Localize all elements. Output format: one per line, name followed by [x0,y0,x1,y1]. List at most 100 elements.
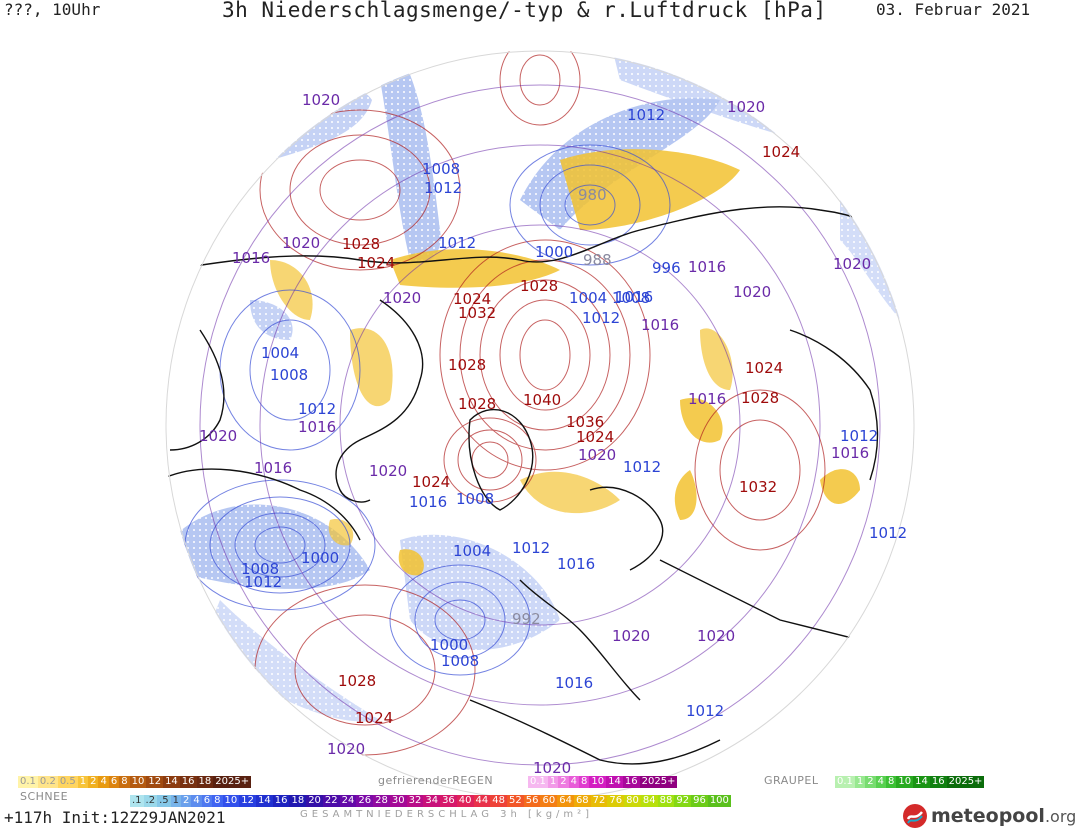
snow-legend-cell: 68 [573,795,591,807]
pressure-label: 1012 [582,309,620,327]
freezing-legend-cell: 0.1 [528,776,548,788]
snow-legend-cell: 30 [389,795,407,807]
meteopool-logo-icon [903,804,927,828]
rain-legend-cell: 2025+ [213,776,252,788]
freezing-legend-cell: 16 [622,776,640,788]
pressure-label: 1016 [555,674,593,692]
snow-legend-cell: 4 [191,795,202,807]
snow-legend-cell: 16 [272,795,290,807]
pressure-label: 1016 [298,418,336,436]
rain-legend-cell: 10 [129,776,147,788]
pressure-label: 1040 [523,391,561,409]
pressure-label: 1024 [412,473,450,491]
graupel-label: GRAUPEL [764,774,819,787]
pressure-label: 1012 [512,539,550,557]
rain-legend-cell: 14 [163,776,180,788]
pressure-label: 1020 [697,627,735,645]
rain-legend-cell: 1 [77,776,89,788]
snow-legend-cell: 56 [523,795,541,807]
snow-legend-cell: 8 [212,795,223,807]
logo-main-text: meteopool [931,805,1045,827]
snow-legend: .1.2.5 1 2 4 6 8 10 12 14 16 18 20 22 24 26 28 30 32 34 36 4… [130,795,731,807]
pressure-label: 1020 [369,462,407,480]
snow-legend-cell: 28 [373,795,390,807]
pressure-label: 1028 [338,672,376,690]
pressure-label: 996 [652,259,681,277]
snow-legend-cell: 88 [657,795,675,807]
pressure-label: 992 [512,610,541,628]
pressure-label: 1024 [762,143,800,161]
total-precip-label: GESAMTNIEDERSCHLAG 3h [kg/m²] [300,809,594,820]
pressure-label: 1020 [612,627,650,645]
pressure-label: 1008 [456,490,494,508]
freezing-legend-cell: 2025+ [639,776,678,788]
snow-legend-cell: 36 [440,795,457,807]
snow-legend-cell: 12 [239,795,256,807]
pressure-label: 1032 [458,304,496,322]
graupel-legend-cell: 2 [865,776,876,788]
pressure-label: 1012 [627,106,665,124]
freezing-rain-legend: 0.1 1 2 4 8 10 14 16 2025+ [528,776,678,788]
freezing-legend-cell: 10 [589,776,607,788]
pressure-label: 1020 [327,740,365,758]
snow-label: SCHNEE [20,790,69,803]
isobars [184,50,881,766]
snow-legend-cell: 26 [356,795,374,807]
pressure-label: 1024 [453,290,491,308]
pressure-label: 1012 [686,702,724,720]
graupel-legend-cell: 4 [875,776,887,788]
graupel-legend-cell: 16 [929,776,947,788]
pressure-label: 1016 [232,249,270,267]
pressure-label: 1028 [520,277,558,295]
freezing-legend-cell: 14 [606,776,623,788]
snow-bands [170,50,910,722]
graupel-legend-cell: 2025+ [946,776,985,788]
graupel-legend-cell: 10 [896,776,914,788]
rain-legend-cell: 16 [179,776,197,788]
pressure-label: 1012 [298,400,336,418]
pressure-label: 1012 [438,234,476,252]
pressure-label: 1016 [409,493,447,511]
freezing-legend-cell: 1 [547,776,559,788]
freezing-legend-cell: 2 [558,776,569,788]
snow-legend-cell: 32 [406,795,424,807]
rain-legend-cell: 8 [119,776,130,788]
pressure-label: 980 [578,186,607,204]
snow-legend-cell: 76 [607,795,625,807]
pressure-label: 1004 [569,289,607,307]
graupel-legend-cell: 14 [913,776,930,788]
snow-legend-cell: 60 [540,795,558,807]
snow-legend-cell: 84 [640,795,658,807]
pressure-label: 1004 [453,542,491,560]
pressure-label: 1012 [869,524,907,542]
rain-legend-cell: 0.2 [37,776,58,788]
rain-legend-cell: 18 [196,776,214,788]
rain-legend-cell: 12 [146,776,164,788]
snow-legend-cell: 1 [170,795,182,807]
rain-legend-cell: 0.1 [18,776,38,788]
pressure-label: 1024 [576,428,614,446]
snow-legend-cell: 34 [423,795,441,807]
pressure-label: 1016 [688,390,726,408]
map-background [165,50,915,800]
pressure-label: 1024 [745,359,783,377]
snow-legend-cell: 52 [507,795,524,807]
map-title: 3h Niederschlagsmenge/-typ & r.Luftdruck… [222,0,827,22]
graupel-legend-cell: 8 [886,776,897,788]
pressure-label: 1020 [282,234,320,252]
snow-legend-cell: 24 [339,795,357,807]
graupel-legend-cell: 1 [854,776,866,788]
pressure-label: 1008 [270,366,308,384]
logo-ext-text: .org [1044,807,1077,826]
pressure-label: 1028 [458,395,496,413]
graupel-legend: 0.1 1 2 4 8 10 14 16 2025+ [835,776,985,788]
pressure-label: 1028 [741,389,779,407]
pressure-label: 1020 [833,255,871,273]
graupel-legend-cell: 0.1 [835,776,855,788]
rain-legend: 0.1 0.2 0.5 1 2 4 6 8 10 12 14 16 18 2025+ [18,776,252,788]
pressure-label: 1028 [448,356,486,374]
rain-legend-cell: 0.5 [57,776,78,788]
